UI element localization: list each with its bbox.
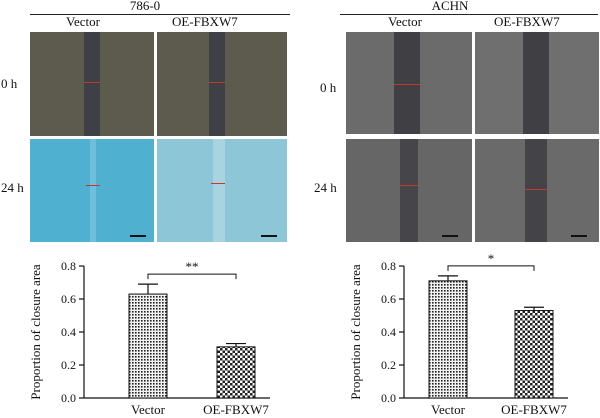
column-label-vector: Vector (388, 14, 422, 29)
micrograph-achn-vector-24h (346, 139, 472, 242)
micrograph-786-vector-24h (30, 139, 154, 242)
row-label-24h: 24 h (314, 180, 337, 195)
micrograph-786-oe-fbxw7-24h (157, 139, 287, 242)
significance-bracket (147, 273, 237, 280)
y-axis-label: Proportion of closure area (28, 264, 43, 400)
micrograph-786-oe-fbxw7-0h (157, 32, 287, 136)
micrograph-achn-oe-fbxw7-24h (475, 139, 599, 242)
x-tick-label: OE-FBXW7 (203, 402, 269, 417)
bar-oe-fbxw7 (216, 346, 256, 399)
bar-oe-fbxw7 (514, 310, 554, 399)
y-tick-label: 0.6 (381, 292, 396, 306)
y-tick-label: 0.6 (61, 292, 76, 306)
cell-line-title: ACHN (431, 0, 469, 13)
micrograph-786-vector-0h (30, 32, 154, 136)
x-tick-label: Vector (431, 402, 466, 417)
column-label-vector: Vector (66, 14, 100, 29)
y-axis-label: Proportion of closure area (348, 264, 363, 400)
y-tick-label: 0.2 (381, 358, 396, 372)
y-tick-label: 0.8 (381, 259, 396, 273)
column-label-oe-fbxw7: OE-FBXW7 (172, 14, 238, 29)
cell-line-title: 786-0 (129, 0, 161, 13)
closure-chart-achn: 0.0 0.2 0.4 0.6 0.8 Proportion of closure are… (348, 251, 568, 417)
row-label-0h: 0 h (1, 76, 18, 91)
bar-vector (428, 280, 468, 399)
significance-label: ** (186, 259, 199, 274)
closure-chart-786-0: 0.0 0.2 0.4 0.6 0.8 Proportion of closure are… (28, 259, 270, 417)
micrograph-achn-vector-0h (346, 32, 472, 134)
row-label-24h: 24 h (1, 180, 24, 195)
significance-label: * (488, 251, 495, 266)
title-underline (30, 14, 290, 15)
y-tick-label: 0.4 (381, 325, 396, 339)
y-tick-label: 0.0 (381, 391, 396, 405)
y-tick-label: 0.8 (61, 259, 76, 273)
micrograph-achn-oe-fbxw7-0h (475, 32, 599, 134)
y-tick-label: 0.2 (61, 358, 76, 372)
x-tick-label: Vector (131, 402, 166, 417)
y-tick-label: 0.0 (61, 391, 76, 405)
title-underline (340, 14, 598, 15)
y-tick-label: 0.4 (61, 325, 76, 339)
bar-vector (128, 293, 168, 399)
column-label-oe-fbxw7: OE-FBXW7 (494, 14, 560, 29)
panel-achn: ACHN Vector OE-FBXW7 0 h 24 h 0.0 0.2 0.4 0… (300, 0, 600, 418)
significance-bracket (447, 265, 535, 271)
x-tick-label: OE-FBXW7 (501, 402, 567, 417)
row-label-0h: 0 h (320, 80, 337, 95)
panel-786-0: 786-0 Vector OE-FBXW7 0 h 24 h 0.0 0.2 0.4… (1, 0, 290, 417)
